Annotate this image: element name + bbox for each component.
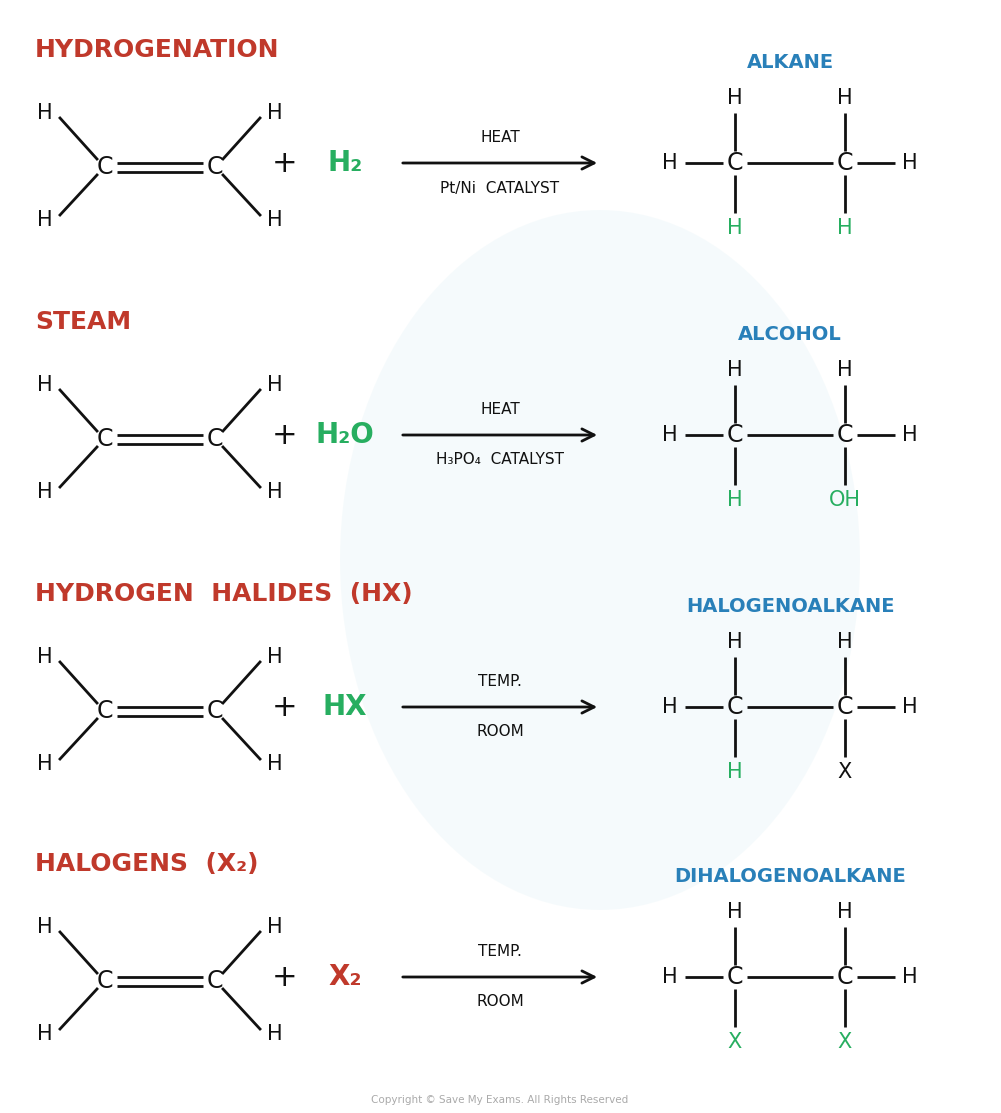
Text: H: H	[902, 697, 918, 717]
Text: ROOM: ROOM	[476, 725, 524, 739]
Text: H: H	[37, 210, 53, 230]
Text: +: +	[272, 963, 298, 992]
Text: C: C	[207, 155, 223, 179]
Text: DIHALOGENOALKANE: DIHALOGENOALKANE	[674, 867, 906, 886]
Text: C: C	[207, 427, 223, 451]
Text: C: C	[97, 699, 113, 723]
Text: H: H	[37, 482, 53, 502]
Text: X: X	[838, 762, 852, 782]
Text: H: H	[727, 490, 743, 510]
Text: H: H	[663, 152, 678, 173]
Text: Copyright © Save My Exams. All Rights Reserved: Copyright © Save My Exams. All Rights Re…	[371, 1095, 629, 1105]
Text: C: C	[837, 965, 853, 989]
Text: H: H	[37, 754, 53, 774]
Text: H: H	[837, 902, 853, 922]
Text: H: H	[837, 218, 853, 238]
Text: H₃PO₄  CATALYST: H₃PO₄ CATALYST	[436, 453, 564, 467]
Text: HALOGENS  (X₂): HALOGENS (X₂)	[35, 851, 258, 876]
Text: C: C	[837, 423, 853, 447]
Text: H: H	[37, 647, 53, 667]
Text: C: C	[837, 151, 853, 175]
Text: STEAM: STEAM	[35, 311, 131, 334]
Text: H: H	[663, 697, 678, 717]
Text: H: H	[727, 762, 743, 782]
Text: H: H	[837, 632, 853, 652]
Text: Pt/Ni  CATALYST: Pt/Ni CATALYST	[440, 180, 560, 196]
Text: H: H	[37, 917, 53, 937]
Text: H: H	[727, 902, 743, 922]
Text: C: C	[727, 695, 744, 719]
Text: H: H	[663, 425, 678, 445]
Text: C: C	[97, 969, 113, 993]
Text: H: H	[902, 152, 918, 173]
Text: H: H	[267, 917, 283, 937]
Text: HYDROGEN  HALIDES  (HX): HYDROGEN HALIDES (HX)	[35, 582, 412, 605]
Text: H: H	[267, 647, 283, 667]
Text: H: H	[37, 375, 53, 395]
Text: H₂: H₂	[327, 149, 362, 177]
Text: H: H	[37, 104, 53, 124]
Text: C: C	[207, 699, 223, 723]
Text: H: H	[267, 482, 283, 502]
Text: X₂: X₂	[328, 963, 361, 991]
Text: H: H	[837, 359, 853, 380]
Text: HX: HX	[322, 693, 367, 721]
Text: +: +	[272, 692, 298, 721]
Text: H: H	[267, 210, 283, 230]
Text: C: C	[727, 965, 744, 989]
Text: C: C	[207, 969, 223, 993]
Text: C: C	[727, 151, 744, 175]
Text: OH: OH	[829, 490, 861, 510]
Text: C: C	[97, 155, 113, 179]
Text: +: +	[272, 421, 298, 450]
Text: HEAT: HEAT	[480, 403, 520, 417]
Text: H: H	[837, 88, 853, 108]
Text: +: +	[272, 148, 298, 177]
Text: H: H	[727, 359, 743, 380]
Text: H: H	[727, 218, 743, 238]
Text: H₂O: H₂O	[315, 421, 374, 449]
Text: H: H	[663, 967, 678, 987]
Text: HEAT: HEAT	[480, 130, 520, 146]
Text: H: H	[37, 1024, 53, 1044]
Text: ROOM: ROOM	[476, 995, 524, 1009]
Text: HALOGENOALKANE: HALOGENOALKANE	[686, 598, 894, 617]
Text: ALKANE: ALKANE	[747, 53, 834, 72]
Text: C: C	[727, 423, 744, 447]
Text: H: H	[267, 754, 283, 774]
Text: TEMP.: TEMP.	[478, 674, 522, 689]
Text: X: X	[728, 1032, 742, 1052]
Text: H: H	[267, 104, 283, 124]
Text: HYDROGENATION: HYDROGENATION	[35, 38, 279, 62]
Text: H: H	[267, 375, 283, 395]
Ellipse shape	[340, 210, 860, 910]
Text: C: C	[837, 695, 853, 719]
Text: C: C	[97, 427, 113, 451]
Text: H: H	[727, 88, 743, 108]
Text: X: X	[838, 1032, 852, 1052]
Text: ALCOHOL: ALCOHOL	[738, 325, 842, 345]
Text: H: H	[727, 632, 743, 652]
Text: H: H	[902, 967, 918, 987]
Text: H: H	[902, 425, 918, 445]
Text: TEMP.: TEMP.	[478, 945, 522, 959]
Text: H: H	[267, 1024, 283, 1044]
